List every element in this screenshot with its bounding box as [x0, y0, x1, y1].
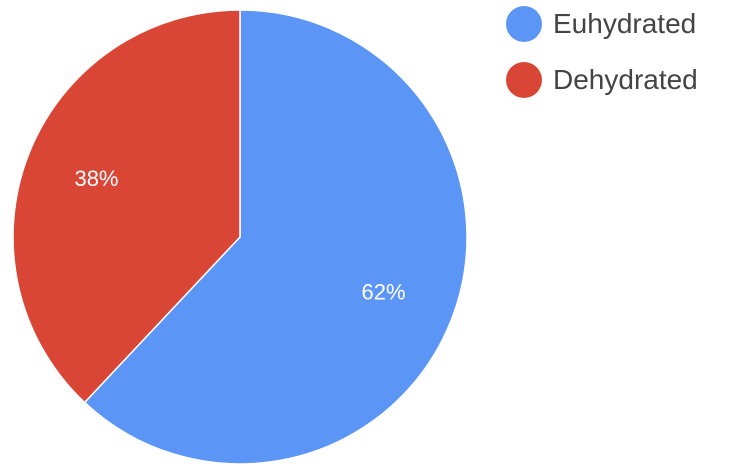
legend-swatch-dehydrated — [506, 62, 542, 98]
pie-label-euhydrated: 62% — [361, 280, 405, 305]
pie-slice-dehydrated[interactable] — [12, 9, 241, 404]
pie-slice-euhydrated[interactable] — [83, 9, 468, 465]
chart-legend: Euhydrated Dehydrated — [506, 4, 698, 116]
legend-label-dehydrated: Dehydrated — [553, 64, 698, 95]
pie-label-dehydrated: 38% — [74, 166, 118, 191]
legend-label-euhydrated: Euhydrated — [553, 8, 697, 39]
legend-swatch-euhydrated — [506, 6, 542, 42]
legend-item-dehydrated[interactable]: Dehydrated — [506, 60, 698, 100]
legend-item-euhydrated[interactable]: Euhydrated — [506, 4, 698, 44]
